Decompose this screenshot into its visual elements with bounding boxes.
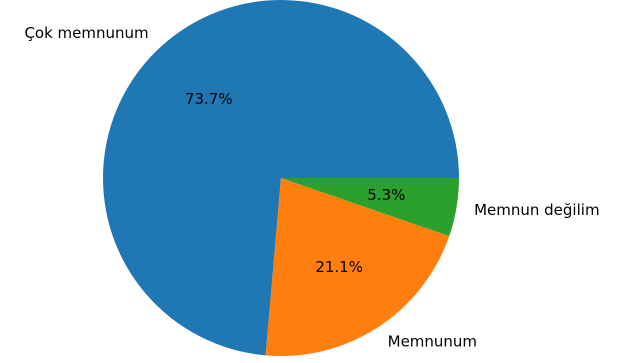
- pie-slice-1: [102, 0, 459, 356]
- pie-labels: Çok memnunum 73.7% Memnunum 21.1% Memnun değ…: [24, 24, 599, 351]
- category-label-2: Memnunum: [388, 333, 477, 351]
- percent-label-3: 5.3%: [367, 186, 405, 204]
- pie-slices: [102, 0, 459, 357]
- pie-slice-2: [265, 178, 450, 357]
- category-label-3: Memnun değilim: [474, 201, 599, 219]
- percent-label-2: 21.1%: [315, 258, 363, 276]
- category-label-1: Çok memnunum: [24, 24, 148, 42]
- percent-label-1: 73.7%: [185, 90, 233, 108]
- pie-slice-3: [281, 178, 459, 237]
